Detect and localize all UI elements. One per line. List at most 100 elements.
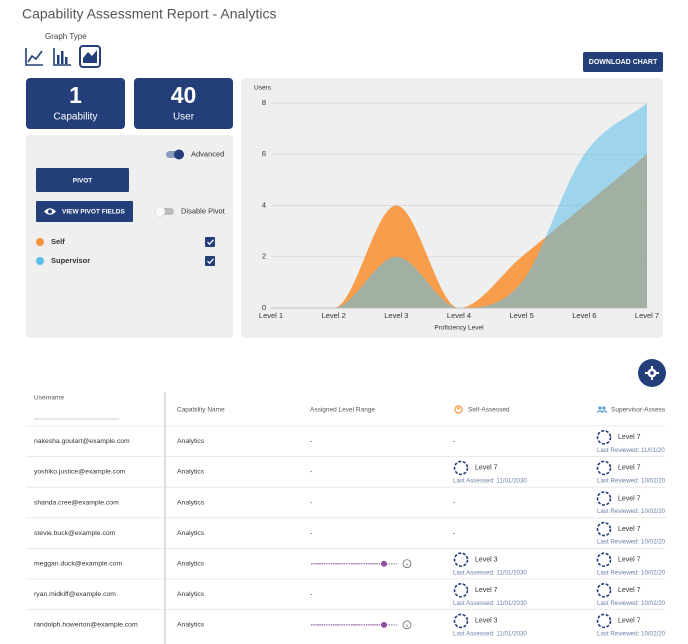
legend-checkbox[interactable] [205,256,215,266]
supervisor-date: Last Reviewed: 10/02/20 [597,600,666,607]
column-header: Assigned Level Range [310,407,375,414]
self-assessed: - [453,499,455,506]
info-icon[interactable] [402,559,412,569]
x-tick-label: Level 1 [259,311,283,320]
supervisor-icon [596,410,608,413]
column-header: Self-Assessed [468,407,510,414]
view-pivot-button-label: VIEW PIVOT FIELDS [62,209,126,216]
graph-type-label: Graph Type [45,32,87,41]
x-tick-label: Level 6 [572,311,596,320]
level-ring [596,460,612,476]
x-tick-label: Level 4 [447,311,471,320]
capability-name: Analytics [177,591,205,598]
level-ring [596,491,612,506]
capability-name: Analytics [177,560,205,567]
supervisor-date: Last Reviewed: 10/02/20 [597,569,666,576]
legend-checkbox[interactable] [205,237,215,247]
y-tick-label: 4 [262,200,266,209]
checkmark [207,239,214,246]
y-tick-label: 6 [262,149,266,158]
level-range: - [310,530,312,537]
stat-card [26,78,125,129]
username: shanda.cree@example.com [34,499,119,506]
self-icon [454,405,463,414]
supervisor-level: Level 7 [618,465,641,472]
username: stevie.buck@example.com [34,530,116,537]
stat-value: 40 [171,82,197,108]
x-tick-label: Level 3 [384,311,408,320]
level-slider-handle[interactable] [381,560,387,567]
self-level: Level 3 [475,618,498,625]
self-date: Last Assessed: 11/01/2030 [453,569,527,576]
legend-swatch [36,257,44,265]
eye-icon [44,208,56,215]
level-ring [453,582,469,598]
capability-name: Analytics [177,438,205,445]
self-date: Last Assessed: 11/01/2030 [453,478,527,485]
x-tick-label: Level 5 [510,311,534,320]
supervisor-date: Last Reviewed: 10/02/20 [597,478,666,485]
self-assessed: - [453,530,455,537]
pivot-button-label: PIVOT [73,178,93,185]
toggle-knob [174,149,184,160]
level-ring [453,613,469,629]
toggle-knob [154,206,166,217]
capability-name: Analytics [177,622,205,629]
level-ring [596,521,612,537]
level-range: - [310,499,312,506]
area [271,103,647,308]
self-icon-dot [457,407,460,410]
username: randolph.howerton@example.com [34,622,138,629]
x-tick-label: Level 7 [635,311,659,320]
username: meggan.duck@example.com [34,560,122,567]
bar-icon[interactable] [53,48,71,66]
level-ring [453,552,469,568]
download-button-label: DOWNLOAD CHART [589,59,658,66]
self-level: Level 7 [475,465,498,472]
self-date: Last Assessed: 11/01/2030 [453,600,527,607]
username: nakesha.goulart@example.com [34,438,130,445]
level-range: - [310,591,312,598]
column-header: Supervisor-Assesse [611,407,669,414]
level-range: - [310,469,312,476]
stat-label: Capability [54,112,98,123]
self-level: Level 7 [475,587,498,594]
self-level: Level 3 [475,557,498,564]
supervisor-date: Last Reviewed: 10/02/20 [597,631,666,638]
legend-label: Self [51,237,65,246]
capability-name: Analytics [177,499,205,506]
legend-label: Supervisor [51,256,90,265]
area-icon[interactable] [79,45,101,68]
advanced-label: Advanced [191,149,224,158]
level-ring [453,460,469,476]
page-title: Capability Assessment Report - Analytics [22,6,276,22]
supervisor-icon [602,406,606,410]
supervisor-date: Last Reviewed: 10/02/20 [597,508,666,515]
self-date: Last Assessed: 11/01/2030 [453,631,527,638]
download-button[interactable] [583,52,663,72]
gear-icon [645,366,659,380]
x-axis-label: Proficiency Level [434,325,484,332]
supervisor-level: Level 7 [618,434,641,441]
y-axis-label: Users [254,85,272,92]
supervisor-date: Last Reviewed: 11/01/20 [597,447,665,454]
level-ring [596,429,612,445]
view-pivot-button[interactable] [36,201,133,222]
self-assessed: - [453,438,455,445]
level-slider-handle[interactable] [381,621,387,628]
stat-value: 1 [69,82,82,108]
disable-pivot-label: Disable Pivot [181,206,226,215]
supervisor-level: Level 7 [618,526,641,533]
level-ring [596,613,612,629]
level-ring [596,582,612,598]
stat-label: User [173,112,195,123]
line-icon[interactable] [25,48,43,66]
supervisor-level: Level 7 [618,557,641,564]
pivot-button[interactable] [36,168,129,192]
username: yoshiko.justice@example.com [34,469,126,476]
stat-card [134,78,233,129]
checkmark [207,258,214,265]
y-tick-label: 8 [262,98,266,107]
info-icon[interactable] [402,620,412,630]
